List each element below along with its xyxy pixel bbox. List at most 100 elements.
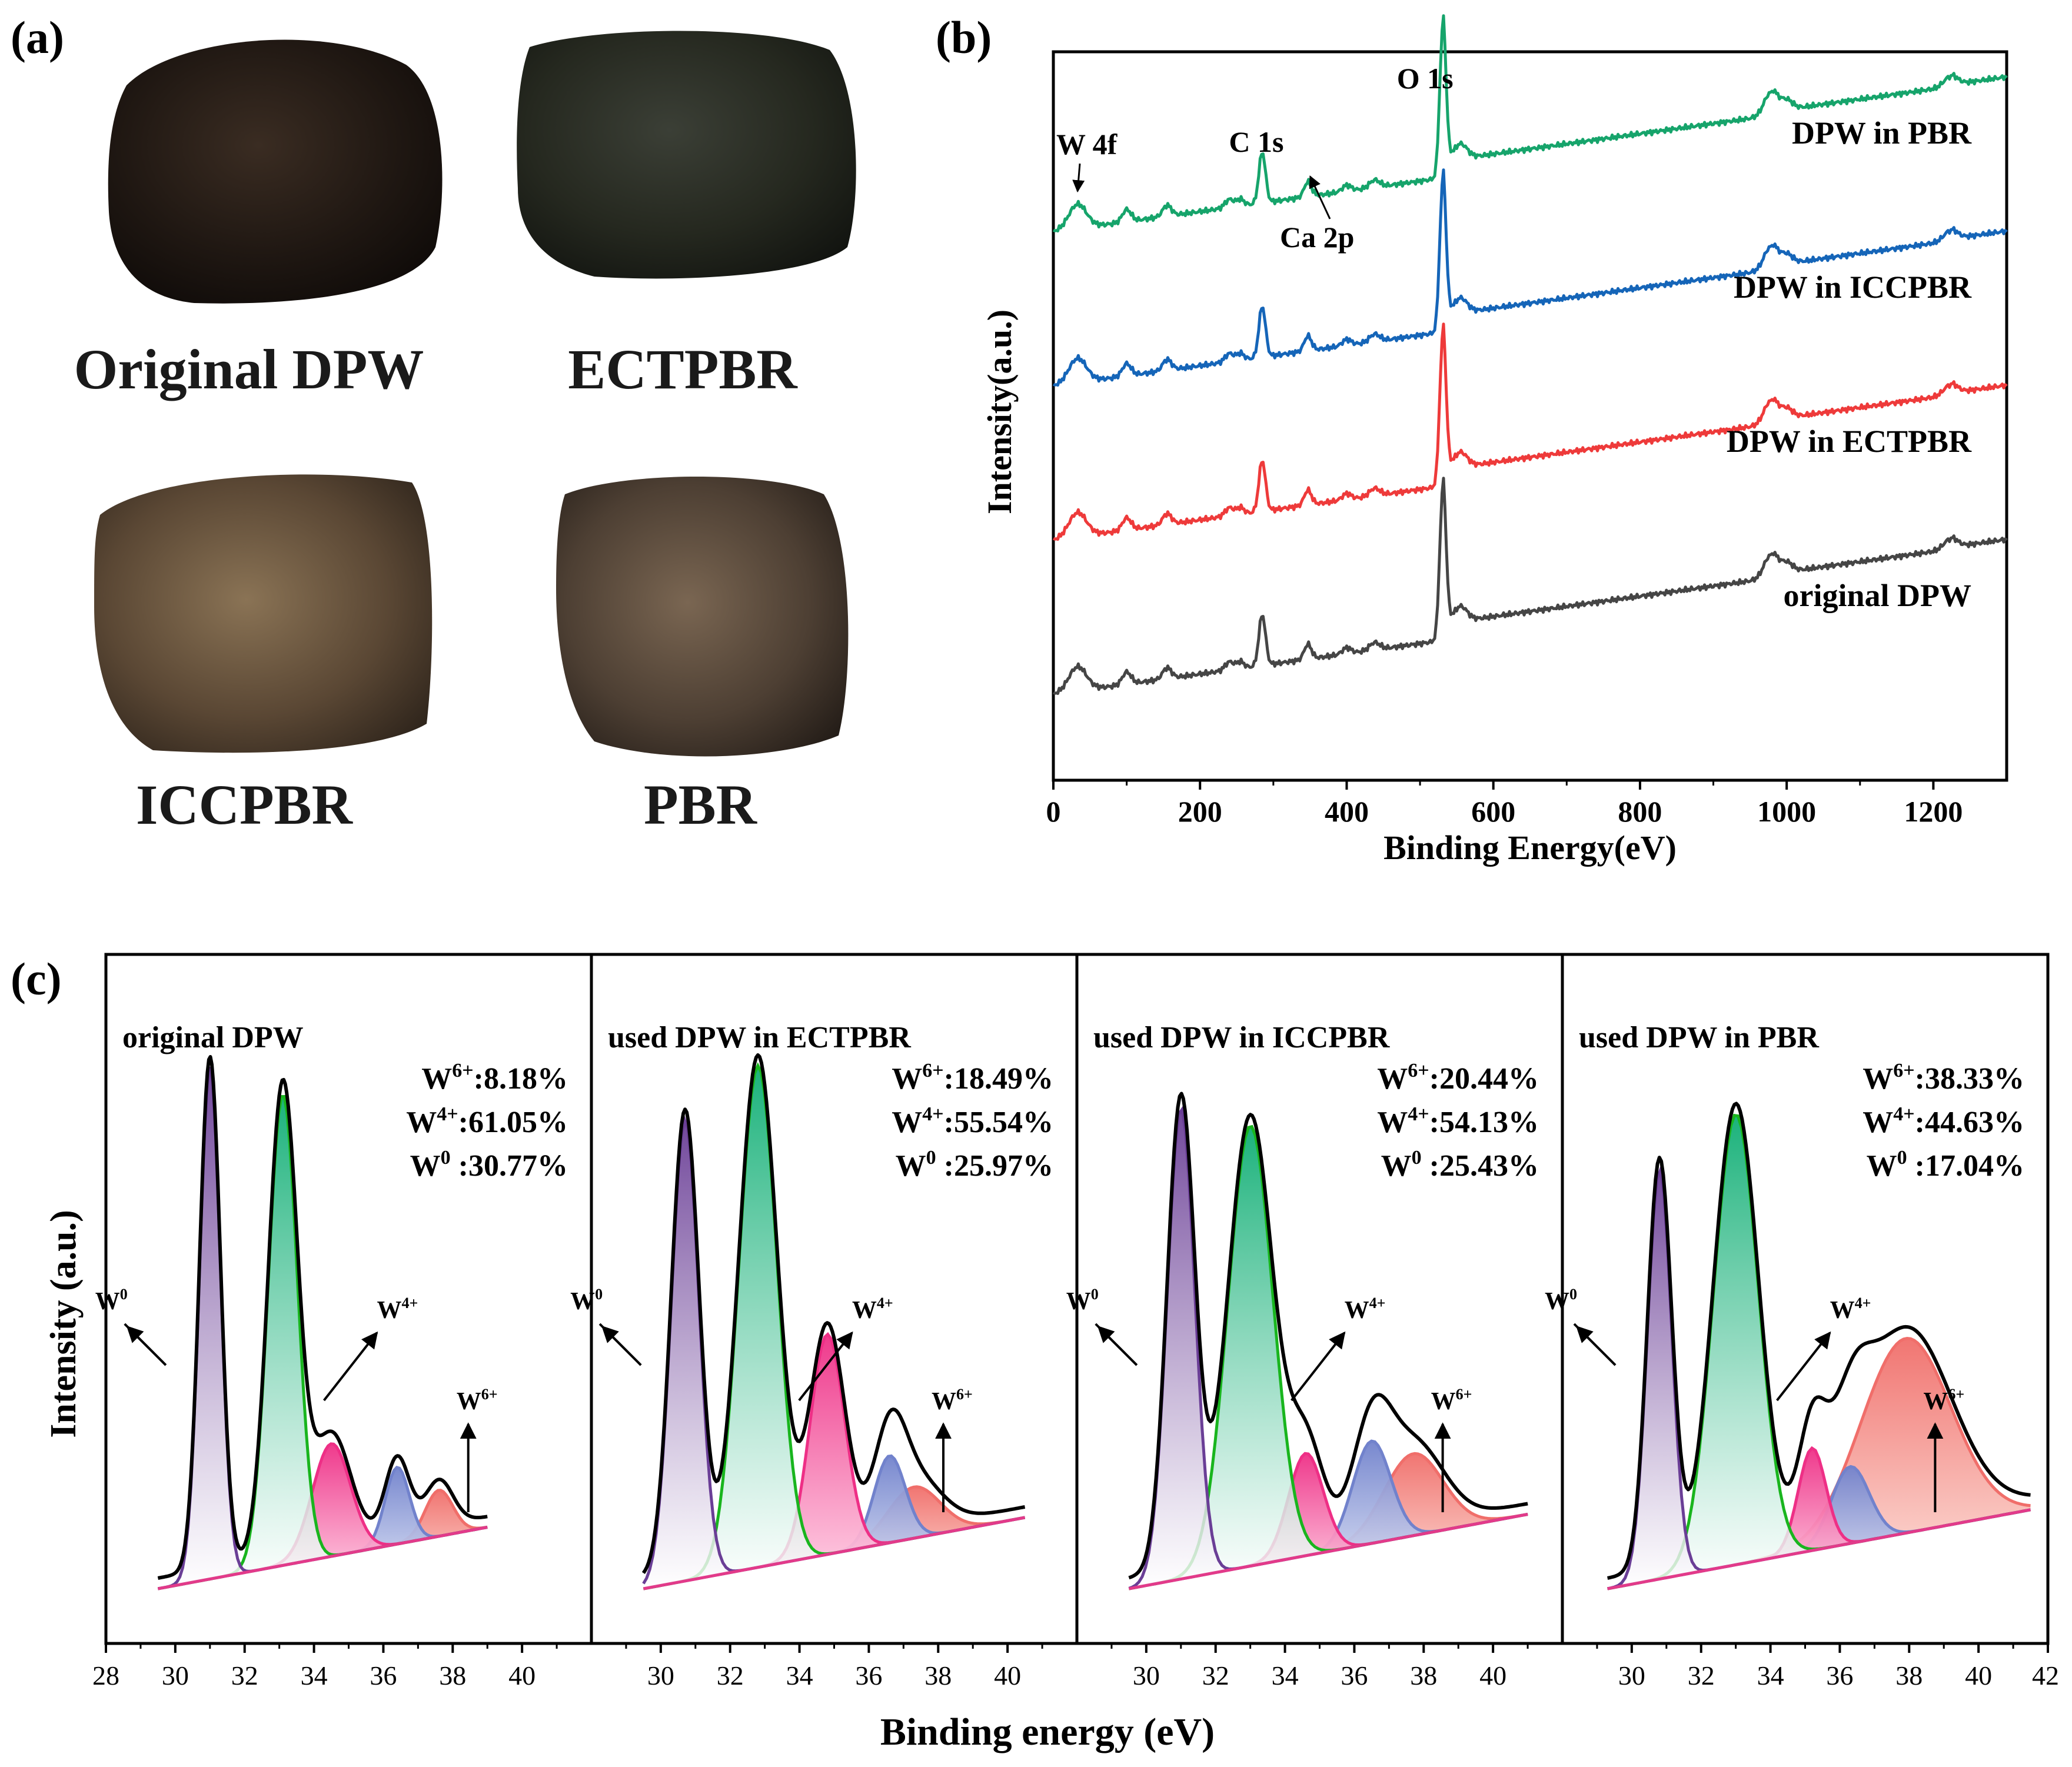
stat-value: :17.04% xyxy=(1907,1149,2024,1183)
w4f-x-tick-label: 40 xyxy=(508,1660,536,1691)
w4f-x-tick-label: 30 xyxy=(162,1660,189,1691)
stat-sup: 0 xyxy=(926,1147,936,1169)
w4-minor-peak-area xyxy=(643,1334,1025,1589)
w4f-stat: W6+:18.49% xyxy=(892,1060,1053,1096)
stat-base: W xyxy=(410,1149,441,1183)
stat-sup: 4+ xyxy=(922,1103,943,1125)
w4-minor-peak-area xyxy=(1607,1448,2031,1589)
w4f-x-tick-label: 38 xyxy=(439,1660,466,1691)
w6-label: W6+ xyxy=(1923,1386,1964,1415)
w0-peak-area xyxy=(1129,1109,1528,1589)
survey-peak-arrow xyxy=(1309,175,1331,219)
panel-b-survey-spectrum: (b) 0 200 400 600 800 1000 1200 DPW in PBRDPW … xyxy=(936,12,2008,867)
survey-peak-arrow xyxy=(1072,163,1085,193)
survey-series-line xyxy=(1052,477,2008,696)
sample-caption: PBR xyxy=(644,773,758,836)
stat-base: W xyxy=(896,1149,926,1183)
stat-value: :54.13% xyxy=(1429,1106,1539,1139)
w4f-x-tick-label: 38 xyxy=(1410,1660,1437,1691)
w0-peak-area xyxy=(158,1067,488,1589)
stat-base: W xyxy=(892,1062,922,1096)
w4f-x-tick-label: 32 xyxy=(717,1660,744,1691)
survey-x-tick-label: 1000 xyxy=(1757,795,1816,828)
w0-label: W0 xyxy=(570,1286,603,1315)
label-base: W xyxy=(1431,1388,1456,1415)
label-sup: 0 xyxy=(595,1286,603,1303)
w4f-envelope-line xyxy=(1128,1092,1528,1580)
stat-sup: 4+ xyxy=(437,1103,458,1125)
w4f-x-tick-label: 34 xyxy=(1757,1660,1784,1691)
w4f-stat: W4+:44.63% xyxy=(1863,1103,2024,1139)
sample-pbr: PBR xyxy=(556,477,849,836)
w4f-x-tick-label: 32 xyxy=(231,1660,258,1691)
stat-value: :61.05% xyxy=(458,1106,568,1139)
w4f-x-tick-label: 32 xyxy=(1688,1660,1715,1691)
panel-c-label: (c) xyxy=(11,953,62,1004)
survey-x-axis-label: Binding Energy(eV) xyxy=(1383,828,1677,867)
w4f-stat: W0 :17.04% xyxy=(1867,1147,2024,1183)
survey-x-tick-label: 1200 xyxy=(1904,795,1963,828)
w4f-background-line xyxy=(157,1526,488,1590)
label-sup: 0 xyxy=(1569,1286,1577,1303)
stat-value: :30.77% xyxy=(451,1149,568,1183)
label-base: W xyxy=(1066,1288,1091,1315)
label-base: W xyxy=(1345,1297,1369,1324)
stat-value: :44.63% xyxy=(1915,1106,2024,1139)
stat-sup: 6+ xyxy=(1893,1060,1914,1082)
stat-base: W xyxy=(406,1106,437,1139)
w4f-stat: W0 :25.43% xyxy=(1381,1147,1539,1183)
w4f-stat: W0 :25.97% xyxy=(896,1147,1053,1183)
w4f-x-tick-label: 36 xyxy=(370,1660,397,1691)
w4f-background-line xyxy=(643,1516,1026,1590)
stat-sup: 0 xyxy=(441,1147,451,1169)
w4f-x-tick-label: 42 xyxy=(2032,1660,2059,1691)
w4-arrow xyxy=(1776,1331,1831,1402)
label-sup: 6+ xyxy=(481,1386,498,1403)
survey-y-axis-label: Intensity(a.u.) xyxy=(980,310,1019,514)
w4f-x-tick-label: 40 xyxy=(994,1660,1021,1691)
w0-arrow xyxy=(1576,1326,1617,1366)
w4-minor-peak-area xyxy=(1129,1453,1528,1589)
w4f-y-axis-label: Intensity (a.u.) xyxy=(44,1210,84,1438)
w4-peak-area xyxy=(1607,1115,2031,1589)
stat-value: :55.54% xyxy=(944,1106,1053,1139)
label-sup: 6+ xyxy=(956,1386,973,1403)
survey-series-group: DPW in PBR DPW in ICCPBR DPW in ECTPBR orig… xyxy=(1052,14,2008,696)
survey-peak-label: W 4f xyxy=(1056,128,1118,161)
survey-series-line xyxy=(1052,14,2008,233)
survey-series-label: DPW in PBR xyxy=(1792,115,1972,151)
survey-series-line xyxy=(1052,322,2008,541)
w4-label: W4+ xyxy=(1830,1295,1871,1324)
sample-ectpbr: ECTPBR xyxy=(517,31,856,401)
survey-x-tick-label: 600 xyxy=(1471,795,1515,828)
w4f-stat: W4+:61.05% xyxy=(406,1103,568,1139)
stat-base: W xyxy=(421,1062,452,1096)
w4f-x-tick-label: 30 xyxy=(647,1660,674,1691)
w4f-stat: W4+:54.13% xyxy=(1377,1103,1539,1139)
label-sup: 0 xyxy=(1091,1286,1099,1303)
stat-base: W xyxy=(1377,1106,1408,1139)
label-sup: 4+ xyxy=(1369,1295,1386,1312)
w0-arrow xyxy=(601,1326,642,1366)
w4f-components xyxy=(1607,1113,2031,1590)
panel-a-photos: (a) Original DPW ECTPBR ICCPBR PBR xyxy=(11,12,856,836)
label-sup: 4+ xyxy=(1855,1295,1871,1312)
w4-peak-area xyxy=(643,1066,1025,1589)
w4f-subplot-title: used DPW in ICCPBR xyxy=(1093,1021,1391,1054)
survey-peak-label: Ca 2p xyxy=(1280,221,1354,254)
label-sup: 6+ xyxy=(1456,1386,1472,1403)
survey-x-axis: 0 200 400 600 800 1000 1200 xyxy=(1046,780,1963,828)
w0-label: W0 xyxy=(95,1286,128,1315)
sample-photo-ectpbr xyxy=(517,31,856,279)
stat-base: W xyxy=(1867,1149,1897,1183)
w4f-stat: W4+:55.54% xyxy=(892,1103,1053,1139)
w4f-x-tick-label: 40 xyxy=(1479,1660,1506,1691)
stat-sup: 6+ xyxy=(1408,1060,1429,1082)
label-base: W xyxy=(95,1288,120,1315)
